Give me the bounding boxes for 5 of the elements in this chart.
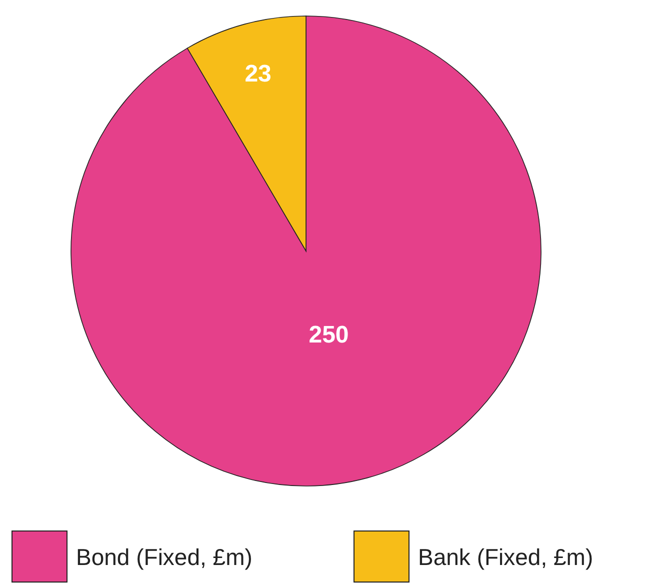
data-label: 23: [244, 60, 272, 88]
legend-label: Bank (Fixed, £m): [418, 544, 594, 570]
pie-slice: [70, 16, 542, 486]
data-label: 250: [308, 321, 349, 348]
legend-label: Bond (Fixed, £m): [76, 544, 252, 570]
